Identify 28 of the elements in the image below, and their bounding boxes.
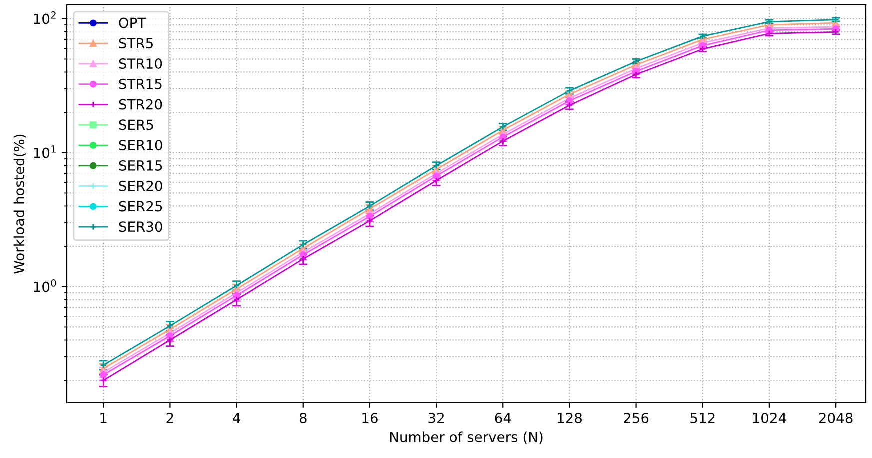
legend-label: SER5 [119, 120, 154, 130]
y-tick-label: 10$^{0}$ [34, 280, 56, 292]
legend-label: STR5 [119, 38, 153, 49]
x-tick-label: 4 [233, 413, 240, 424]
legend-label: SER20 [119, 180, 162, 192]
x-tick-label: 32 [428, 412, 444, 424]
x-axis-title: Number of servers (N) [390, 432, 543, 444]
x-tick-label: 8 [300, 412, 307, 424]
x-tick-label: 128 [558, 412, 582, 424]
x-tick-label: 2048 [819, 412, 853, 424]
legend-label: STR10 [119, 58, 162, 70]
x-tick-label: 16 [362, 412, 378, 424]
x-tick-label: 256 [624, 412, 649, 424]
x-tick-label: 512 [690, 412, 715, 424]
y-tick-label: 10$^{2}$ [34, 12, 56, 24]
x-tick-label: 1024 [753, 412, 786, 424]
x-tick-label: 1 [100, 413, 107, 424]
x-tick-label: 64 [495, 412, 512, 424]
y-axis-title: Workload hosted(%) [14, 134, 26, 274]
y-tick-label: 10$^{1}$ [34, 146, 56, 158]
legend-label: OPT [119, 18, 146, 28]
legend-label: SER25 [119, 201, 162, 212]
legend-label: STR15 [119, 78, 162, 90]
legend-label: SER10 [119, 140, 162, 151]
legend-label: SER30 [119, 222, 162, 232]
legend-label: SER15 [119, 160, 162, 171]
x-tick-label: 2 [166, 412, 174, 424]
legend-label: STR20 [119, 99, 162, 110]
